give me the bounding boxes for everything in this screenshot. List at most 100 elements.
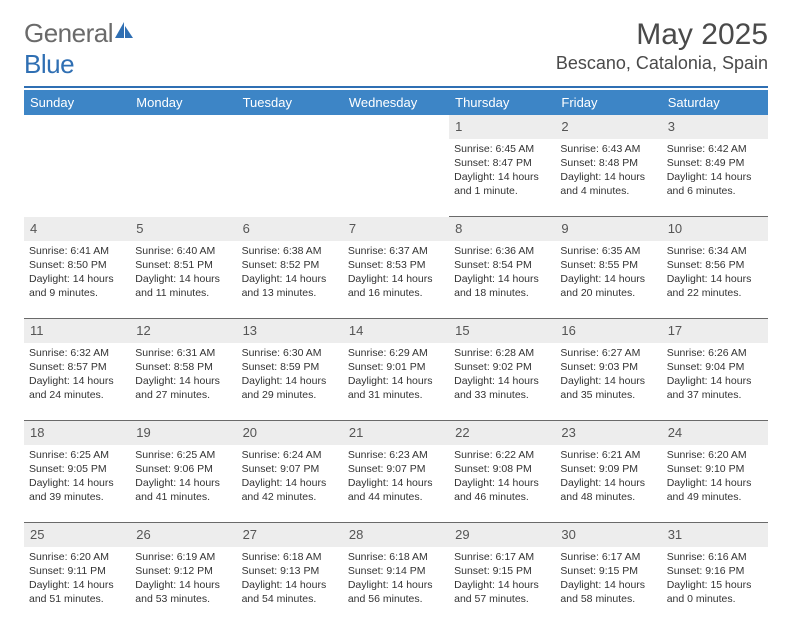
daylight-line: Daylight: 14 hours and 39 minutes. [29, 476, 125, 504]
daylight-line: Daylight: 14 hours and 54 minutes. [242, 578, 338, 606]
sunset-line: Sunset: 9:09 PM [560, 462, 656, 476]
sunset-line: Sunset: 8:51 PM [135, 258, 231, 272]
sunrise-line: Sunrise: 6:28 AM [454, 346, 550, 360]
location: Bescano, Catalonia, Spain [556, 53, 768, 74]
sunrise-line: Sunrise: 6:27 AM [560, 346, 656, 360]
sunset-line: Sunset: 9:05 PM [29, 462, 125, 476]
daylight-line: Daylight: 14 hours and 6 minutes. [667, 170, 763, 198]
sunset-line: Sunset: 9:01 PM [348, 360, 444, 374]
daylight-line: Daylight: 14 hours and 24 minutes. [29, 374, 125, 402]
sunset-line: Sunset: 9:11 PM [29, 564, 125, 578]
sunset-line: Sunset: 9:03 PM [560, 360, 656, 374]
day-number: 28 [343, 523, 449, 547]
day-number-row: 123 [24, 115, 768, 139]
daylight-line: Daylight: 14 hours and 53 minutes. [135, 578, 231, 606]
daylight-line: Daylight: 14 hours and 4 minutes. [560, 170, 656, 198]
daylight-line: Daylight: 14 hours and 20 minutes. [560, 272, 656, 300]
daylight-line: Daylight: 14 hours and 44 minutes. [348, 476, 444, 504]
sail-icon [113, 18, 135, 49]
weekday-header: Wednesday [343, 90, 449, 115]
weekday-header: Thursday [449, 90, 555, 115]
day-number-row: 45678910 [24, 217, 768, 241]
calendar-cell: Sunrise: 6:35 AMSunset: 8:55 PMDaylight:… [555, 241, 661, 319]
calendar-cell: Sunrise: 6:18 AMSunset: 9:13 PMDaylight:… [237, 547, 343, 625]
calendar-cell: Sunrise: 6:24 AMSunset: 9:07 PMDaylight:… [237, 445, 343, 523]
day-number [343, 115, 449, 139]
sunset-line: Sunset: 8:52 PM [242, 258, 338, 272]
calendar-cell [343, 139, 449, 217]
logo: General Blue [24, 18, 135, 80]
day-number: 4 [24, 217, 130, 241]
sunset-line: Sunset: 9:08 PM [454, 462, 550, 476]
daylight-line: Daylight: 14 hours and 33 minutes. [454, 374, 550, 402]
daylight-line: Daylight: 14 hours and 1 minute. [454, 170, 550, 198]
day-number: 26 [130, 523, 236, 547]
calendar-cell [237, 139, 343, 217]
day-number-row: 11121314151617 [24, 319, 768, 343]
page-title: May 2025 [556, 18, 768, 51]
sunset-line: Sunset: 8:56 PM [667, 258, 763, 272]
calendar-cell: Sunrise: 6:40 AMSunset: 8:51 PMDaylight:… [130, 241, 236, 319]
day-number: 23 [555, 421, 661, 445]
sunset-line: Sunset: 8:47 PM [454, 156, 550, 170]
header-rule [24, 86, 768, 88]
calendar-cell: Sunrise: 6:32 AMSunset: 8:57 PMDaylight:… [24, 343, 130, 421]
sunrise-line: Sunrise: 6:37 AM [348, 244, 444, 258]
calendar-cell: Sunrise: 6:45 AMSunset: 8:47 PMDaylight:… [449, 139, 555, 217]
calendar-cell: Sunrise: 6:19 AMSunset: 9:12 PMDaylight:… [130, 547, 236, 625]
daylight-line: Daylight: 14 hours and 48 minutes. [560, 476, 656, 504]
sunrise-line: Sunrise: 6:42 AM [667, 142, 763, 156]
daylight-line: Daylight: 14 hours and 42 minutes. [242, 476, 338, 504]
daylight-line: Daylight: 14 hours and 35 minutes. [560, 374, 656, 402]
sunset-line: Sunset: 9:07 PM [242, 462, 338, 476]
calendar-cell: Sunrise: 6:27 AMSunset: 9:03 PMDaylight:… [555, 343, 661, 421]
daylight-line: Daylight: 14 hours and 13 minutes. [242, 272, 338, 300]
sunrise-line: Sunrise: 6:22 AM [454, 448, 550, 462]
sunrise-line: Sunrise: 6:20 AM [667, 448, 763, 462]
calendar-cell: Sunrise: 6:26 AMSunset: 9:04 PMDaylight:… [662, 343, 768, 421]
logo-text: General Blue [24, 18, 135, 80]
sunset-line: Sunset: 8:54 PM [454, 258, 550, 272]
daylight-line: Daylight: 14 hours and 37 minutes. [667, 374, 763, 402]
sunrise-line: Sunrise: 6:30 AM [242, 346, 338, 360]
sunset-line: Sunset: 9:07 PM [348, 462, 444, 476]
calendar-cell: Sunrise: 6:31 AMSunset: 8:58 PMDaylight:… [130, 343, 236, 421]
daylight-line: Daylight: 14 hours and 11 minutes. [135, 272, 231, 300]
day-number: 19 [130, 421, 236, 445]
sunrise-line: Sunrise: 6:17 AM [454, 550, 550, 564]
sunset-line: Sunset: 9:15 PM [560, 564, 656, 578]
sunrise-line: Sunrise: 6:24 AM [242, 448, 338, 462]
sunset-line: Sunset: 9:10 PM [667, 462, 763, 476]
sunrise-line: Sunrise: 6:40 AM [135, 244, 231, 258]
weekday-header: Saturday [662, 90, 768, 115]
day-number: 3 [662, 115, 768, 139]
day-number: 8 [449, 217, 555, 241]
day-number: 12 [130, 319, 236, 343]
header: General Blue May 2025 Bescano, Catalonia… [24, 18, 768, 80]
sunrise-line: Sunrise: 6:31 AM [135, 346, 231, 360]
sunset-line: Sunset: 8:58 PM [135, 360, 231, 374]
day-number: 13 [237, 319, 343, 343]
sunrise-line: Sunrise: 6:38 AM [242, 244, 338, 258]
calendar-cell: Sunrise: 6:25 AMSunset: 9:05 PMDaylight:… [24, 445, 130, 523]
sunrise-line: Sunrise: 6:17 AM [560, 550, 656, 564]
daylight-line: Daylight: 14 hours and 27 minutes. [135, 374, 231, 402]
calendar-cell [24, 139, 130, 217]
daylight-line: Daylight: 14 hours and 56 minutes. [348, 578, 444, 606]
calendar-cell: Sunrise: 6:41 AMSunset: 8:50 PMDaylight:… [24, 241, 130, 319]
sunset-line: Sunset: 9:04 PM [667, 360, 763, 374]
sunrise-line: Sunrise: 6:25 AM [29, 448, 125, 462]
weekday-header: Tuesday [237, 90, 343, 115]
sunset-line: Sunset: 9:14 PM [348, 564, 444, 578]
calendar-week-row: Sunrise: 6:32 AMSunset: 8:57 PMDaylight:… [24, 343, 768, 421]
day-number [24, 115, 130, 139]
daylight-line: Daylight: 14 hours and 49 minutes. [667, 476, 763, 504]
logo-word2: Blue [24, 49, 74, 79]
daylight-line: Daylight: 14 hours and 41 minutes. [135, 476, 231, 504]
calendar-week-row: Sunrise: 6:25 AMSunset: 9:05 PMDaylight:… [24, 445, 768, 523]
day-number: 15 [449, 319, 555, 343]
weekday-header-row: Sunday Monday Tuesday Wednesday Thursday… [24, 90, 768, 115]
calendar-cell: Sunrise: 6:25 AMSunset: 9:06 PMDaylight:… [130, 445, 236, 523]
day-number: 5 [130, 217, 236, 241]
day-number: 9 [555, 217, 661, 241]
